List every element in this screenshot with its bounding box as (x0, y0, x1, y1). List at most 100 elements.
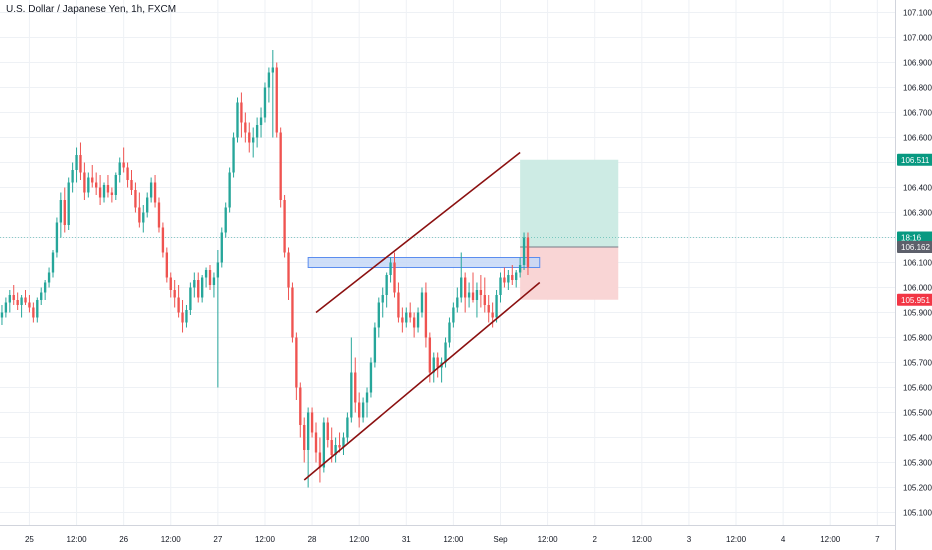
candle-body (432, 357, 435, 373)
candle-body (118, 162, 121, 175)
candle-body (330, 440, 333, 455)
candle-body (475, 290, 479, 300)
candle-body (511, 275, 514, 280)
candle-body (428, 337, 432, 373)
time-tick-label: 12:00 (820, 535, 841, 544)
price-tick-label: 106.600 (903, 134, 932, 143)
candle-body (491, 312, 494, 318)
price-tick-label: 105.100 (903, 509, 932, 518)
candle-body (24, 297, 27, 303)
candle-body (518, 265, 522, 273)
candle-body (165, 252, 169, 278)
candle-body (467, 292, 471, 298)
candle-body (208, 270, 212, 285)
price-tick-label: 105.300 (903, 459, 932, 468)
candle-body (263, 87, 267, 118)
candle-body (499, 277, 502, 295)
candle-body (200, 277, 204, 298)
candle-body (212, 277, 216, 285)
candle-body (181, 312, 184, 323)
candle-body (385, 275, 388, 295)
time-axis[interactable]: 25 12:00 26 12:00 27 12:00 28 12:00 31 12:00 Sep 12… (0, 525, 895, 545)
candle-body (122, 162, 125, 168)
price-tick-label: 106.900 (903, 59, 932, 68)
price-tag-label: 106.162 (901, 243, 930, 252)
price-tick-label: 106.400 (903, 184, 932, 193)
chart-overlays-front (303, 151, 541, 481)
chart-grid (0, 0, 895, 525)
time-tick-label: 12:00 (349, 535, 370, 544)
candle-body (83, 172, 86, 193)
candle-body (248, 132, 251, 143)
candle-body (279, 132, 282, 200)
candle-body (36, 300, 39, 318)
candle-body (146, 197, 149, 213)
candle-body (126, 167, 129, 180)
candle-body (8, 295, 11, 303)
candle-body (240, 102, 243, 123)
candle-series (0, 50, 530, 488)
candle-body (444, 342, 447, 363)
time-tick-label: 27 (213, 535, 222, 544)
time-tick-label: 12:00 (161, 535, 182, 544)
candle-body (4, 302, 8, 313)
channel-lower-line (303, 281, 541, 481)
stop-zone (520, 247, 619, 300)
time-tick-label: 12:00 (632, 535, 653, 544)
candle-body (334, 445, 337, 455)
candle-body (0, 312, 4, 318)
candle-body (98, 187, 102, 198)
target-zone (520, 159, 619, 247)
price-tag-stop (897, 293, 932, 306)
candle-body (342, 437, 345, 448)
candle-body (87, 177, 90, 193)
price-tick-label: 105.800 (903, 334, 932, 343)
candle-body (526, 237, 530, 268)
candle-body (134, 190, 137, 208)
candle-body (130, 180, 133, 190)
candle-body (503, 277, 506, 283)
price-tick-label: 105.200 (903, 484, 932, 493)
time-tick-label: 26 (119, 535, 128, 544)
candle-body (436, 357, 439, 368)
candle-body (63, 200, 66, 225)
candle-body (299, 387, 302, 425)
candle-body (287, 252, 290, 288)
candle-body (495, 295, 498, 318)
candle-body (94, 182, 98, 188)
candle-body (310, 412, 314, 433)
candle-body (275, 67, 278, 133)
candle-body (487, 305, 490, 313)
candle-body (47, 272, 51, 283)
candle-body (420, 292, 424, 313)
candle-body (463, 277, 467, 298)
candle-body (114, 175, 117, 195)
candle-body (228, 172, 231, 208)
symbol-title: U.S. Dollar / Japanese Yen, 1h, FXCM (6, 4, 177, 15)
time-tick-label: 28 (308, 535, 317, 544)
candle-body (169, 277, 172, 290)
candle-body (471, 292, 475, 300)
price-tick-label: 105.900 (903, 309, 932, 318)
time-tick-label: 25 (25, 535, 34, 544)
price-tag-target (897, 153, 932, 166)
candle-body (193, 280, 196, 288)
price-axis[interactable]: 105.100 105.200 105.300 105.400 105.500 105.6… (895, 0, 932, 550)
candle-body (409, 312, 412, 318)
price-tick-label: 105.500 (903, 409, 932, 418)
price-tick-label: 106.100 (903, 259, 932, 268)
candle-body (91, 177, 94, 183)
candle-body (483, 295, 486, 305)
candle-body (326, 422, 329, 440)
candle-body (197, 280, 200, 298)
candle-body (322, 422, 326, 468)
candle-body (236, 102, 239, 138)
candle-body (358, 402, 361, 418)
candle-body (67, 182, 70, 225)
price-tag-entry (897, 241, 932, 253)
candle-body (350, 372, 353, 418)
candle-body (142, 212, 145, 223)
candle-body (71, 170, 74, 183)
